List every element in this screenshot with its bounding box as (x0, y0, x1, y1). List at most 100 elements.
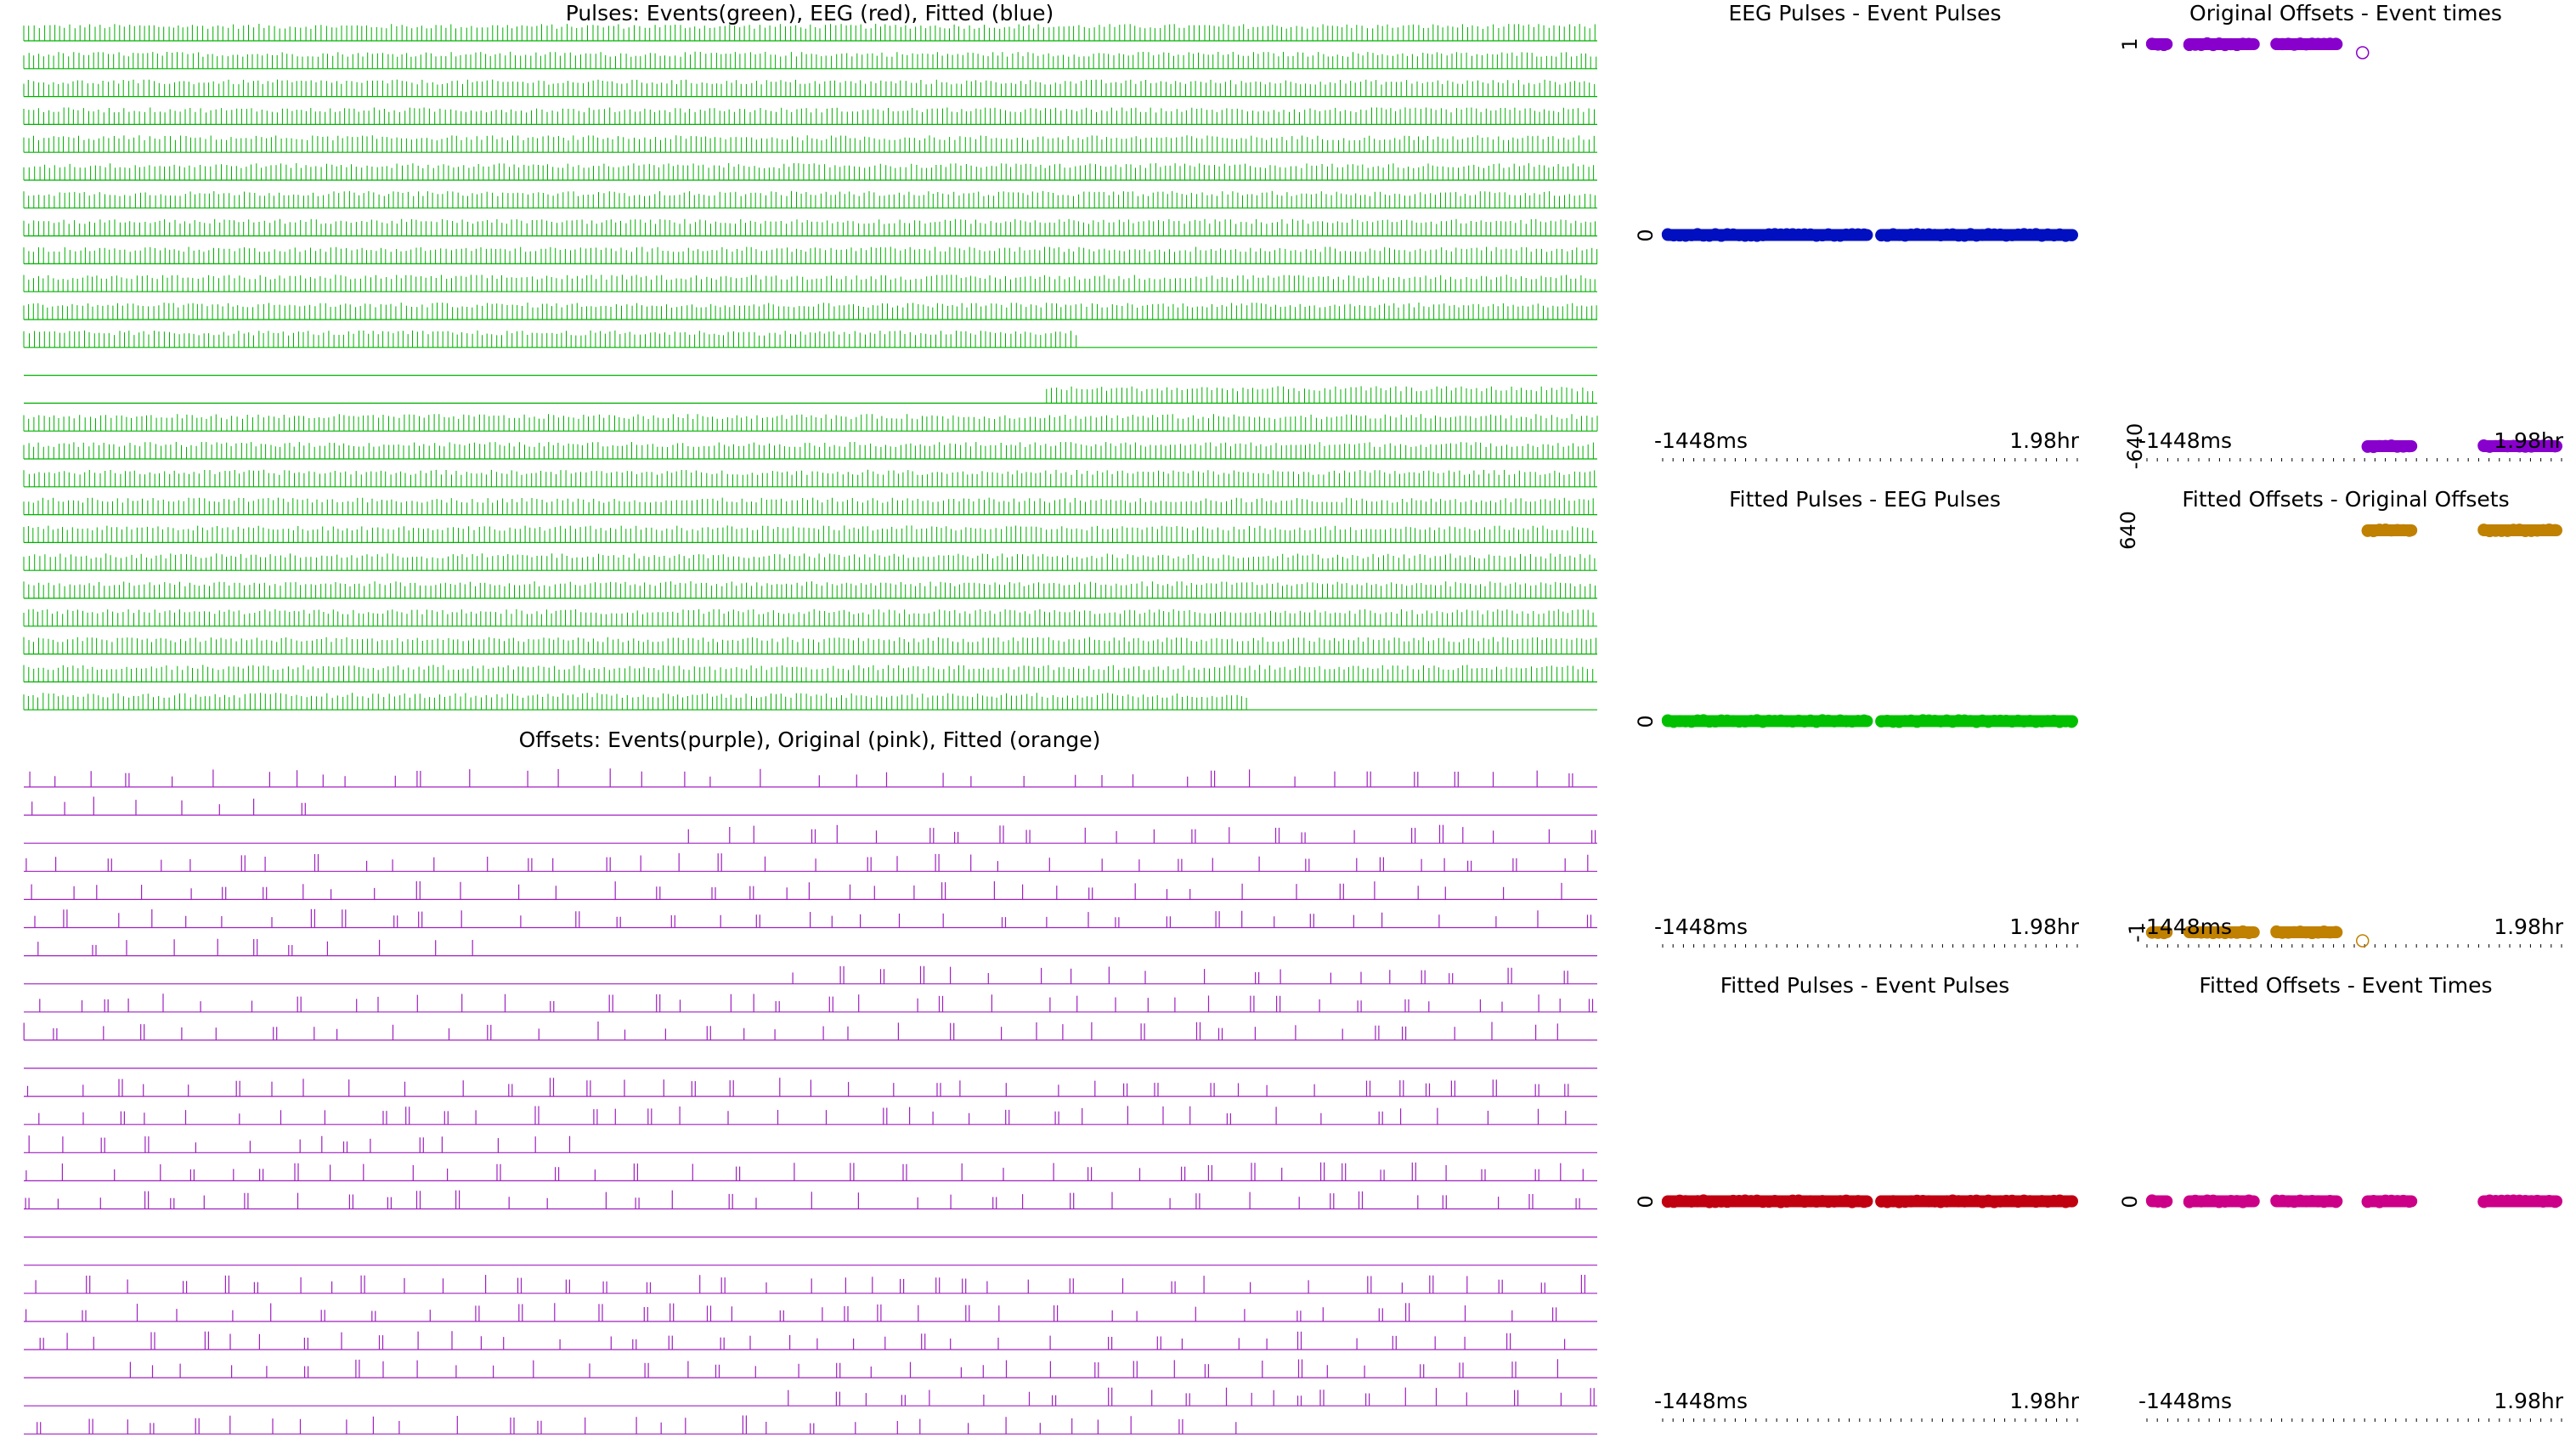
x-tick-label: 1.98hr (2009, 428, 2079, 453)
data-point (2324, 926, 2336, 939)
data-point (2024, 1195, 2037, 1208)
data-point (2294, 37, 2307, 50)
data-point (1756, 1195, 1770, 1208)
offset-row (24, 908, 1597, 929)
data-point (2483, 1194, 2496, 1207)
point-cluster (2270, 37, 2343, 51)
data-point (1958, 1195, 1971, 1208)
data-point (2367, 524, 2380, 538)
point-cluster (2477, 523, 2562, 538)
data-point (1774, 228, 1788, 241)
y-tick-label: 0 (1634, 1194, 1658, 1208)
data-point (1822, 228, 1835, 241)
data-point (1726, 228, 1740, 241)
x-axis (2146, 1418, 2562, 1422)
data-point (2373, 1196, 2386, 1208)
data-point (1709, 715, 1722, 728)
data-point (2059, 1196, 2072, 1208)
y-tick-label: -640 (2123, 422, 2147, 470)
data-point (1762, 714, 1776, 727)
data-point (2312, 1195, 2325, 1208)
scatter-plot (1661, 228, 2078, 461)
data-point (1917, 1195, 1929, 1208)
data-point (1744, 1195, 1758, 1208)
pulse-ticks (1046, 386, 1594, 404)
data-point (2391, 440, 2404, 453)
data-point (1893, 716, 1906, 728)
point-cluster (2270, 925, 2343, 940)
data-point (1804, 228, 1817, 241)
data-point (2024, 715, 2037, 727)
data-point (1762, 228, 1776, 241)
data-point (2330, 1196, 2342, 1208)
data-point (2006, 715, 2019, 728)
fitted-offsets-panel: Fitted Offsets - Original Offsets -1448m… (2111, 486, 2574, 975)
y-tick-label: 0 (1634, 228, 1658, 242)
data-point (1673, 229, 1686, 242)
data-point (2549, 524, 2562, 536)
y-tick-label: -1 (2125, 922, 2149, 942)
data-point (1768, 715, 1782, 727)
x-axis (2146, 458, 2562, 461)
scatter-plot (1661, 1194, 2078, 1422)
offsets-title: Offsets: Events(purple), Original (pink)… (518, 727, 1101, 752)
pulse-row (23, 275, 1597, 292)
data-point (2397, 1194, 2409, 1208)
data-point (1988, 228, 2001, 241)
data-point (1905, 714, 1918, 727)
fitted-minus-event-panel: Fitted Pulses - Event Pulses -1448ms 1.98… (1627, 972, 2090, 1449)
data-point (2525, 524, 2538, 537)
pulse-ticks (23, 469, 1596, 487)
data-point (1958, 714, 1971, 727)
point-cluster (2477, 1194, 2562, 1208)
x-tick-label: -1448ms (2138, 428, 2233, 453)
pulse-row (23, 414, 1598, 432)
offset-row (24, 852, 1597, 872)
data-point (1875, 715, 1888, 727)
data-point (2276, 1194, 2289, 1208)
point-cluster (2361, 1194, 2418, 1208)
data-point (2501, 1194, 2514, 1207)
data-point (1935, 1196, 1947, 1208)
data-point (1851, 228, 1865, 241)
data-point (2477, 524, 2490, 536)
offset-ticks (38, 1106, 1567, 1125)
data-point (1756, 716, 1770, 728)
pulse-ticks (23, 525, 1594, 543)
data-point (2151, 38, 2165, 51)
offset-row (24, 1162, 1597, 1182)
pulse-row (23, 107, 1597, 125)
data-point (2391, 524, 2404, 536)
data-point (2270, 37, 2283, 50)
data-point (2065, 716, 2078, 728)
pulse-ticks (23, 190, 1596, 208)
data-point (2373, 439, 2386, 453)
data-point (2403, 439, 2415, 453)
panel-title: Fitted Offsets - Event Times (2199, 973, 2493, 998)
point-cluster (1875, 1194, 2078, 1208)
data-point (2012, 228, 2025, 241)
offset-ticks (31, 796, 306, 816)
pulses-title: Pulses: Events(green), EEG (red), Fitted… (565, 1, 1054, 25)
data-point (2053, 1194, 2066, 1207)
pulse-ticks (23, 24, 1596, 41)
data-point (1994, 1195, 2007, 1208)
fitted-offsets-event-times-panel: Fitted Offsets - Event Times -1448ms 1.98… (2111, 972, 2574, 1449)
data-point (2361, 524, 2374, 537)
data-point (1929, 1195, 1941, 1208)
data-point (2036, 229, 2048, 242)
data-point (1917, 228, 1929, 241)
data-point (2330, 37, 2342, 50)
data-point (1804, 1195, 1817, 1208)
data-point (2218, 926, 2232, 939)
y-tick-label: 0 (1634, 714, 1658, 728)
fitted-minus-eeg-panel: Fitted Pulses - EEG Pulses -1448ms 1.98hr… (1627, 486, 2090, 975)
data-point (1976, 1196, 1989, 1208)
data-point (2361, 1196, 2374, 1208)
data-point (2294, 1194, 2307, 1207)
data-point (1952, 1195, 1965, 1208)
data-point (1827, 229, 1841, 242)
pulse-ticks (23, 79, 1596, 97)
data-point (1798, 1195, 1811, 1208)
pulse-ticks (23, 107, 1595, 125)
